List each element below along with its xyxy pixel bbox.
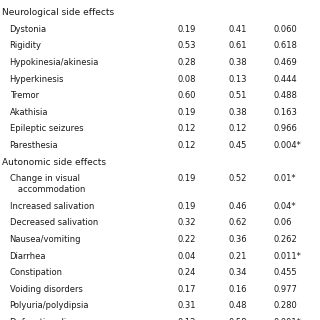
Text: Defecation dis...: Defecation dis... [10, 318, 78, 320]
Text: 0.19: 0.19 [178, 202, 196, 211]
Text: 0.32: 0.32 [178, 218, 196, 227]
Text: 0.004*: 0.004* [274, 141, 301, 150]
Text: 0.51: 0.51 [229, 91, 247, 100]
Text: 0.001*: 0.001* [274, 318, 301, 320]
Text: 0.61: 0.61 [229, 41, 247, 50]
Text: 0.46: 0.46 [229, 202, 247, 211]
Text: 0.977: 0.977 [274, 285, 298, 294]
Text: 0.060: 0.060 [274, 25, 297, 34]
Text: 0.60: 0.60 [178, 91, 196, 100]
Text: 0.19: 0.19 [178, 108, 196, 117]
Text: Diarrhea: Diarrhea [10, 252, 46, 260]
Text: 0.444: 0.444 [274, 75, 297, 84]
Text: Paresthesia: Paresthesia [10, 141, 58, 150]
Text: 0.12: 0.12 [178, 141, 196, 150]
Text: 0.31: 0.31 [178, 301, 196, 310]
Text: Epileptic seizures: Epileptic seizures [10, 124, 83, 133]
Text: 0.19: 0.19 [178, 174, 196, 183]
Text: 0.12: 0.12 [178, 318, 196, 320]
Text: Rigidity: Rigidity [10, 41, 42, 50]
Text: 0.52: 0.52 [229, 174, 247, 183]
Text: Dystonia: Dystonia [10, 25, 47, 34]
Text: 0.04: 0.04 [178, 252, 196, 260]
Text: Nausea/vomiting: Nausea/vomiting [10, 235, 81, 244]
Text: Increased salivation: Increased salivation [10, 202, 94, 211]
Text: 0.36: 0.36 [229, 235, 247, 244]
Text: 0.966: 0.966 [274, 124, 298, 133]
Text: Autonomic side effects: Autonomic side effects [2, 158, 106, 167]
Text: 0.04*: 0.04* [274, 202, 296, 211]
Text: 0.22: 0.22 [178, 235, 196, 244]
Text: Voiding disorders: Voiding disorders [10, 285, 83, 294]
Text: 0.38: 0.38 [229, 58, 247, 67]
Text: 0.01*: 0.01* [274, 174, 296, 183]
Text: 0.24: 0.24 [178, 268, 196, 277]
Text: 0.12: 0.12 [229, 124, 247, 133]
Text: Change in visual: Change in visual [10, 174, 80, 183]
Text: 0.41: 0.41 [229, 25, 247, 34]
Text: 0.06: 0.06 [274, 218, 292, 227]
Text: Polyuria/polydipsia: Polyuria/polydipsia [10, 301, 89, 310]
Text: 0.48: 0.48 [229, 301, 247, 310]
Text: 0.17: 0.17 [178, 285, 196, 294]
Text: 0.45: 0.45 [229, 141, 247, 150]
Text: 0.08: 0.08 [178, 75, 196, 84]
Text: 0.58: 0.58 [229, 318, 247, 320]
Text: 0.488: 0.488 [274, 91, 298, 100]
Text: 0.53: 0.53 [178, 41, 196, 50]
Text: 0.21: 0.21 [229, 252, 247, 260]
Text: Constipation: Constipation [10, 268, 63, 277]
Text: 0.163: 0.163 [274, 108, 298, 117]
Text: 0.469: 0.469 [274, 58, 297, 67]
Text: 0.38: 0.38 [229, 108, 247, 117]
Text: 0.19: 0.19 [178, 25, 196, 34]
Text: 0.13: 0.13 [229, 75, 247, 84]
Text: 0.12: 0.12 [178, 124, 196, 133]
Text: Tremor: Tremor [10, 91, 39, 100]
Text: Akathisia: Akathisia [10, 108, 48, 117]
Text: 0.618: 0.618 [274, 41, 298, 50]
Text: Hypokinesia/akinesia: Hypokinesia/akinesia [10, 58, 99, 67]
Text: 0.262: 0.262 [274, 235, 297, 244]
Text: Hyperkinesis: Hyperkinesis [10, 75, 64, 84]
Text: Neurological side effects: Neurological side effects [2, 8, 114, 17]
Text: Decreased salivation: Decreased salivation [10, 218, 98, 227]
Text: accommodation: accommodation [10, 185, 85, 194]
Text: 0.011*: 0.011* [274, 252, 301, 260]
Text: 0.455: 0.455 [274, 268, 297, 277]
Text: 0.34: 0.34 [229, 268, 247, 277]
Text: 0.280: 0.280 [274, 301, 297, 310]
Text: 0.16: 0.16 [229, 285, 247, 294]
Text: 0.28: 0.28 [178, 58, 196, 67]
Text: 0.62: 0.62 [229, 218, 247, 227]
